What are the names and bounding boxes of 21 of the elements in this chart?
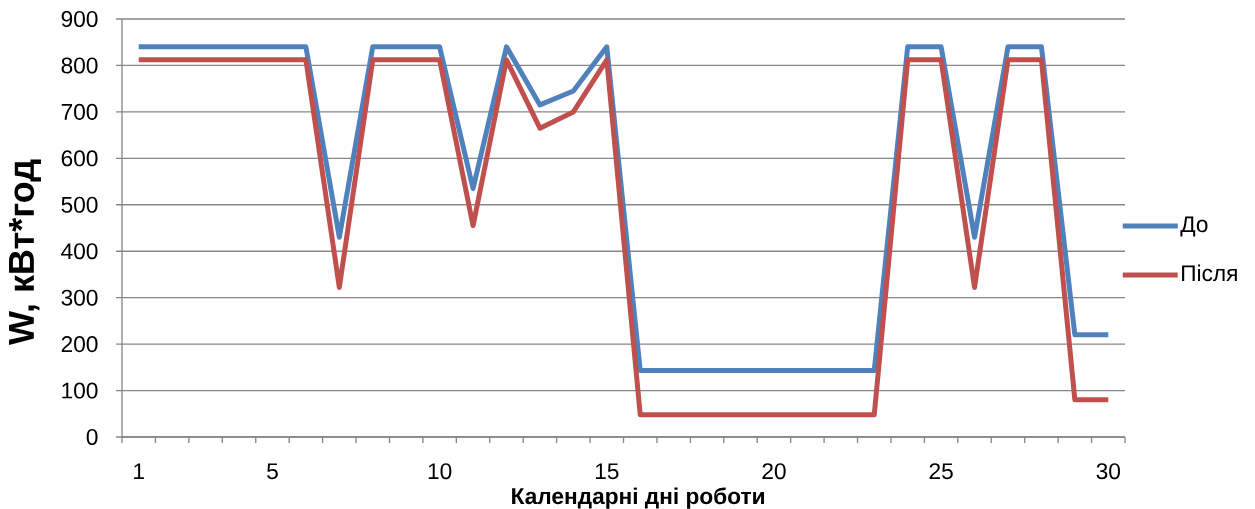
y-tick-label: 900 [61, 10, 98, 28]
y-tick-label: 600 [61, 150, 98, 167]
legend-label: Після [1182, 264, 1237, 282]
y-tick-label: 400 [61, 243, 98, 260]
y-tick-label: 100 [62, 382, 98, 399]
x-tick-label: 20 [762, 463, 786, 480]
x-tick-label: 10 [428, 463, 452, 480]
x-axis-title: Календарні дні роботи [512, 487, 764, 509]
x-tick-label: 15 [595, 463, 619, 480]
x-tick-label: 1 [134, 463, 144, 479]
x-tick-label: 5 [267, 463, 278, 480]
y-tick-label: 0 [86, 428, 98, 446]
y-tick-label: 800 [61, 57, 98, 74]
y-tick-label: 500 [61, 196, 98, 213]
y-tick-label: 700 [61, 103, 98, 120]
x-tick-label: 30 [1096, 463, 1121, 480]
x-tick-label: 25 [929, 463, 953, 480]
legend-label: До [1180, 216, 1208, 237]
y-axis-title: W, кВт*год [9, 159, 41, 345]
y-tick-label: 200 [61, 336, 98, 353]
y-tick-label: 300 [61, 289, 98, 306]
